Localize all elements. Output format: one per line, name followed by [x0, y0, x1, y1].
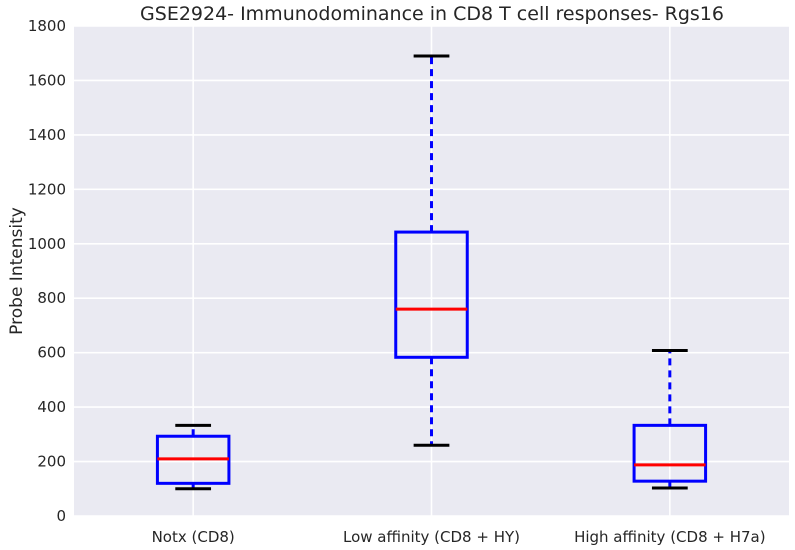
y-axis-label: Probe Intensity: [7, 207, 27, 335]
y-tick-label: 1600: [28, 71, 66, 89]
x-tick-label: Notx (CD8): [152, 528, 235, 546]
y-tick-label: 0: [56, 507, 66, 525]
x-tick-label: High affinity (CD8 + H7a): [574, 528, 766, 546]
x-axis-ticks: Notx (CD8) Low affinity (CD8 + HY) High af…: [152, 528, 766, 546]
box-2: [394, 54, 469, 447]
y-tick-label: 1000: [28, 235, 66, 253]
iqr-box: [632, 423, 708, 483]
y-tick-label: 1400: [28, 126, 66, 144]
y-tick-label: 1200: [28, 180, 66, 198]
x-tick-label: Low affinity (CD8 + HY): [343, 528, 520, 546]
box-1: [155, 423, 231, 491]
y-tick-label: 200: [37, 453, 66, 471]
y-axis-ticks: 0 200 400 600 800 1000 1200 1400 1600 1800: [28, 17, 66, 525]
y-tick-label: 1800: [28, 17, 66, 35]
chart-title: GSE2924- Immunodominance in CD8 T cell r…: [140, 3, 724, 25]
y-tick-label: 600: [37, 344, 66, 362]
y-tick-label: 400: [37, 398, 66, 416]
iqr-box: [394, 230, 469, 359]
y-tick-label: 800: [37, 289, 66, 307]
box-3: [632, 348, 708, 490]
box-series: [155, 54, 708, 491]
